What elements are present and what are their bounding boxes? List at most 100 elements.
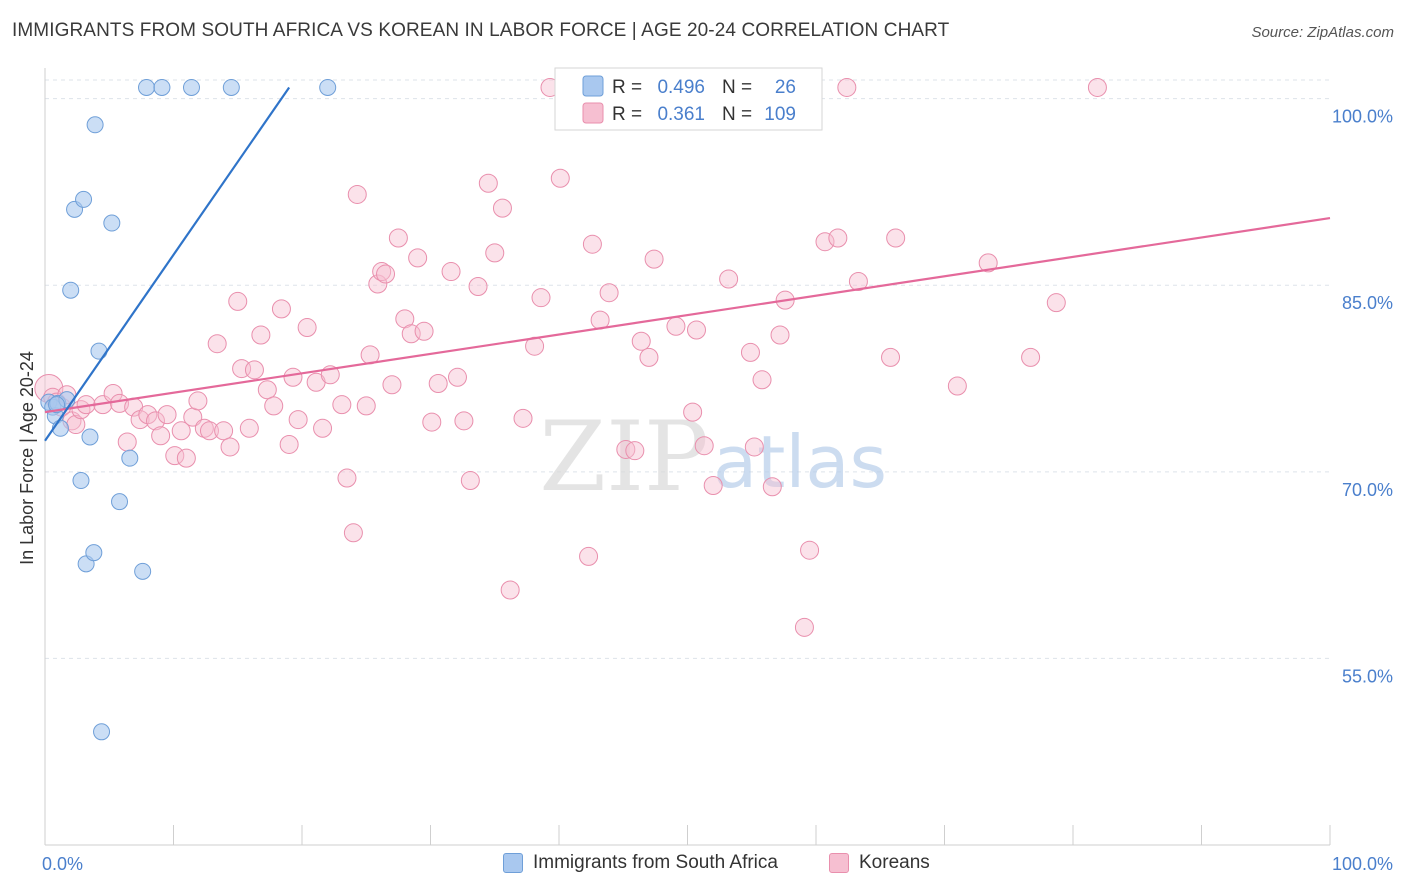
data-point-south-africa xyxy=(81,428,99,446)
data-point-koreans xyxy=(531,288,551,308)
data-point-koreans xyxy=(740,342,760,362)
data-point-koreans xyxy=(468,276,488,296)
legend-label-south-africa: Immigrants from South Africa xyxy=(533,852,778,873)
stats-legend-pink-r-value: 0.361 xyxy=(657,104,705,125)
x-tick-labels: 0.0% 100.0% xyxy=(42,854,1393,874)
koreans-points xyxy=(34,77,1107,637)
data-point-south-africa xyxy=(86,116,104,134)
data-point-koreans xyxy=(171,421,191,441)
x-tick-label-max: 100.0% xyxy=(1332,854,1393,874)
data-point-koreans xyxy=(220,437,240,457)
data-point-koreans xyxy=(422,412,442,432)
data-point-koreans xyxy=(1046,293,1066,313)
data-point-koreans xyxy=(694,436,714,456)
trend-lines xyxy=(44,86,1331,442)
data-point-koreans xyxy=(313,418,333,438)
data-point-koreans xyxy=(719,269,739,289)
data-point-koreans xyxy=(762,477,782,497)
data-point-south-africa xyxy=(319,78,337,96)
data-point-south-africa xyxy=(72,472,90,490)
data-point-koreans xyxy=(194,418,214,438)
data-point-koreans xyxy=(770,325,790,345)
data-point-koreans xyxy=(978,253,998,273)
data-point-koreans xyxy=(376,264,396,284)
data-point-south-africa xyxy=(121,449,139,467)
data-point-koreans xyxy=(188,391,208,411)
data-point-koreans xyxy=(752,370,772,390)
data-point-south-africa xyxy=(75,190,93,208)
data-point-koreans xyxy=(297,318,317,338)
trend-line-south-africa xyxy=(44,86,291,442)
data-point-koreans xyxy=(886,228,906,248)
y-tick-label: 55.0% xyxy=(1342,666,1393,686)
y-tick-label: 85.0% xyxy=(1342,293,1393,313)
stats-legend-pink-r-label: R = xyxy=(612,104,642,125)
data-point-koreans xyxy=(146,411,166,431)
legend-item-south-africa: Immigrants from South Africa xyxy=(503,852,778,874)
data-point-koreans xyxy=(492,198,512,218)
data-point-koreans xyxy=(1021,347,1041,367)
data-point-koreans xyxy=(332,395,352,415)
data-point-koreans xyxy=(478,173,498,193)
stats-legend-pink-n-value: 109 xyxy=(764,104,796,125)
data-point-koreans xyxy=(228,291,248,311)
legend-label-koreans: Koreans xyxy=(859,852,930,873)
data-point-koreans xyxy=(428,374,448,394)
y-tick-label: 100.0% xyxy=(1332,107,1393,127)
watermark-atlas-text: atlas xyxy=(713,420,887,504)
x-tick-label-min: 0.0% xyxy=(42,854,83,874)
data-point-koreans xyxy=(251,325,271,345)
data-point-koreans xyxy=(582,234,602,254)
data-point-koreans xyxy=(666,316,686,336)
data-point-koreans xyxy=(382,375,402,395)
stats-legend-pink-n-label: N = xyxy=(722,104,752,125)
data-point-koreans xyxy=(794,617,814,637)
data-point-koreans xyxy=(1087,77,1107,97)
data-point-koreans xyxy=(550,168,570,188)
data-point-koreans xyxy=(117,432,137,452)
y-tick-labels: 55.0% 70.0% 85.0% 100.0% xyxy=(1332,107,1393,687)
data-point-koreans xyxy=(441,262,461,282)
stats-legend: R = 0.496 N = 26 R = 0.361 N = 109 xyxy=(554,67,823,131)
data-point-koreans xyxy=(625,441,645,461)
data-point-koreans xyxy=(644,249,664,269)
data-point-koreans xyxy=(947,376,967,396)
source-label: Source: ZipAtlas.com xyxy=(1251,24,1394,41)
data-point-koreans xyxy=(703,476,723,496)
data-point-koreans xyxy=(176,448,196,468)
stats-legend-blue-r-label: R = xyxy=(612,77,647,98)
data-point-south-africa xyxy=(103,214,121,232)
stats-legend-blue-n-value: 26 xyxy=(775,77,796,98)
data-point-koreans xyxy=(264,396,284,416)
data-point-south-africa xyxy=(90,342,108,360)
data-point-koreans xyxy=(485,243,505,263)
watermark-zip-text: ZIP xyxy=(539,401,708,513)
stats-legend-blue-swatch xyxy=(582,75,604,97)
watermark: ZIP atlas xyxy=(539,401,887,513)
legend-item-koreans: Koreans xyxy=(829,852,930,874)
data-point-koreans xyxy=(279,434,299,454)
data-point-south-africa xyxy=(222,78,240,96)
data-point-koreans xyxy=(110,393,130,413)
data-point-koreans xyxy=(881,347,901,367)
data-point-koreans xyxy=(214,421,234,441)
data-point-koreans xyxy=(683,402,703,422)
data-point-koreans xyxy=(288,410,308,430)
data-point-south-africa xyxy=(153,78,171,96)
data-point-koreans xyxy=(244,360,264,380)
data-point-koreans xyxy=(337,468,357,488)
data-point-koreans xyxy=(639,347,659,367)
data-point-koreans xyxy=(414,321,434,341)
data-point-koreans xyxy=(408,248,428,268)
data-point-koreans xyxy=(815,232,835,252)
data-point-koreans xyxy=(579,546,599,566)
data-point-south-africa xyxy=(138,78,156,96)
data-point-koreans xyxy=(744,437,764,457)
bottom-legend: Immigrants from South Africa Koreans xyxy=(0,852,1406,878)
data-point-koreans xyxy=(800,540,820,560)
data-point-koreans xyxy=(271,299,291,319)
data-point-south-africa xyxy=(111,493,129,511)
axes xyxy=(44,68,1331,846)
data-point-koreans xyxy=(356,396,376,416)
